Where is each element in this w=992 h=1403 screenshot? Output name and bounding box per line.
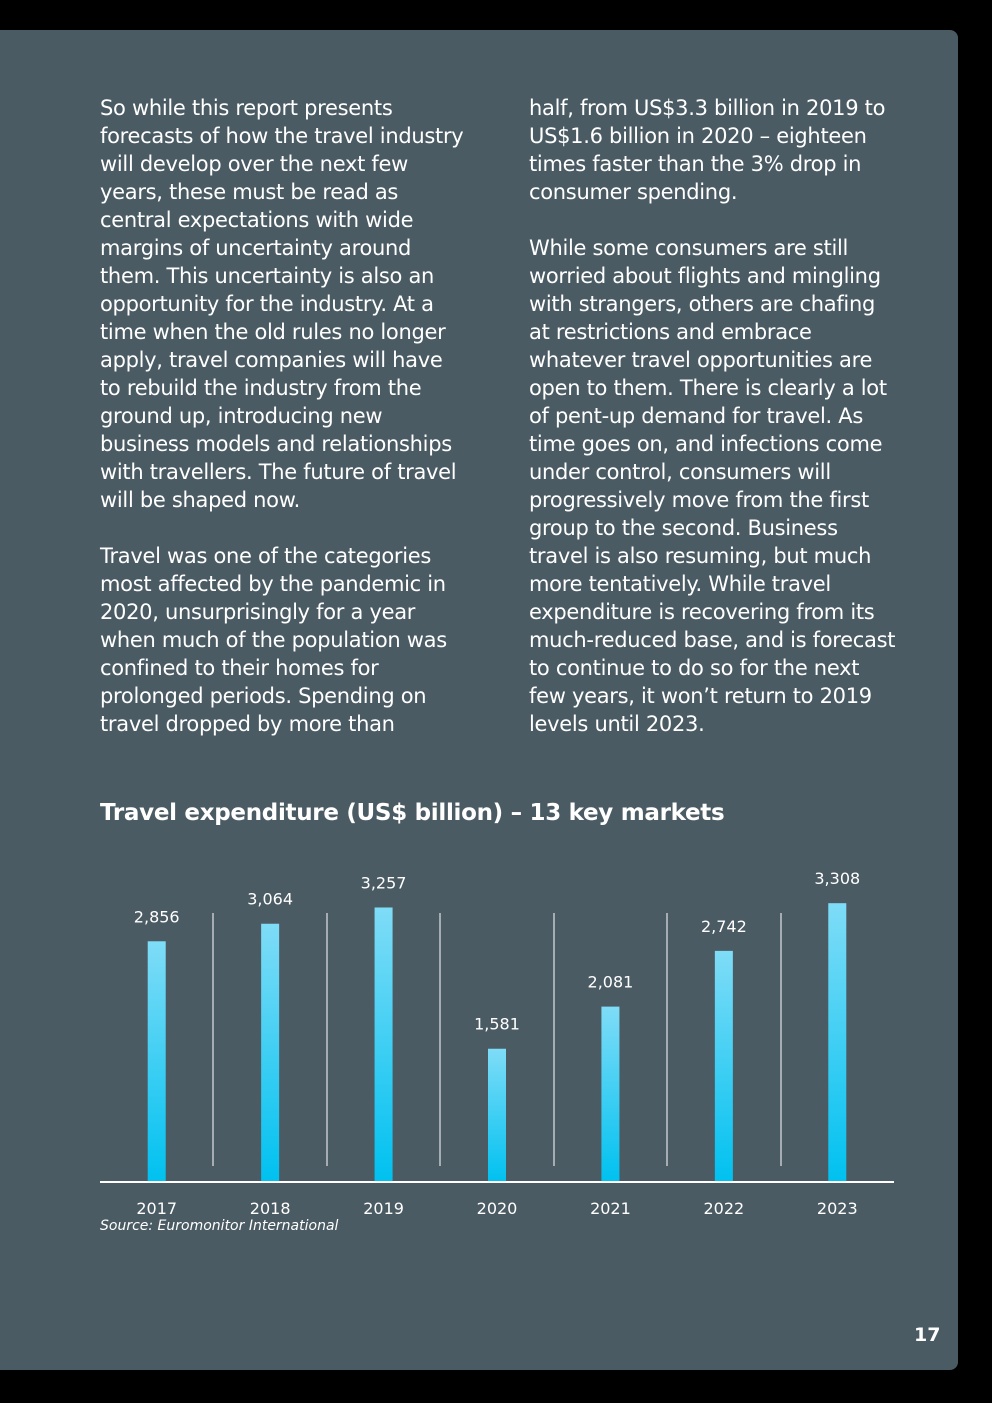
body-column-left: So while this report presents forecasts … — [100, 94, 464, 766]
x-tick-2017: 2017 — [136, 1199, 177, 1218]
data-label-2017: 2,856 — [134, 907, 180, 926]
body-column-right: half, from US$3.3 billion in 2019 to US$… — [529, 94, 901, 766]
data-label-2019: 3,257 — [361, 873, 407, 892]
x-tick-2023: 2023 — [817, 1199, 858, 1218]
bar-2019 — [374, 907, 393, 1182]
x-tick-2018: 2018 — [250, 1199, 291, 1218]
report-page: So while this report presents forecasts … — [0, 30, 958, 1370]
x-tick-2019: 2019 — [363, 1199, 404, 1218]
bar-2020 — [488, 1048, 506, 1182]
x-tick-2020: 2020 — [477, 1199, 518, 1218]
x-tick-2022: 2022 — [703, 1199, 744, 1218]
bar-chart: 2,856 3,064 3,257 1,581 2,081 2,742 3,308 2017… — [100, 870, 894, 1218]
bar-2017 — [147, 941, 166, 1182]
bar-2021 — [601, 1006, 620, 1182]
chart-title: Travel expenditure (US$ billion) – 13 ke… — [100, 800, 725, 826]
data-label-2020: 1,581 — [474, 1015, 520, 1034]
data-label-2022: 2,742 — [701, 917, 747, 936]
paragraph: So while this report presents forecasts … — [100, 96, 464, 512]
data-label-2018: 3,064 — [247, 890, 293, 909]
paragraph: half, from US$3.3 billion in 2019 to US$… — [529, 96, 886, 204]
source-note: Source: Euromonitor International — [100, 1218, 339, 1234]
x-tick-2021: 2021 — [590, 1199, 631, 1218]
paragraph: While some consumers are still worried a… — [529, 236, 896, 736]
page-number: 17 — [914, 1324, 941, 1346]
bar-2023 — [828, 903, 847, 1182]
bar-2022 — [714, 950, 733, 1182]
data-label-2021: 2,081 — [588, 973, 634, 992]
bar-2018 — [261, 923, 280, 1182]
paragraph: Travel was one of the categories most af… — [100, 544, 447, 736]
data-label-2023: 3,308 — [814, 870, 860, 888]
